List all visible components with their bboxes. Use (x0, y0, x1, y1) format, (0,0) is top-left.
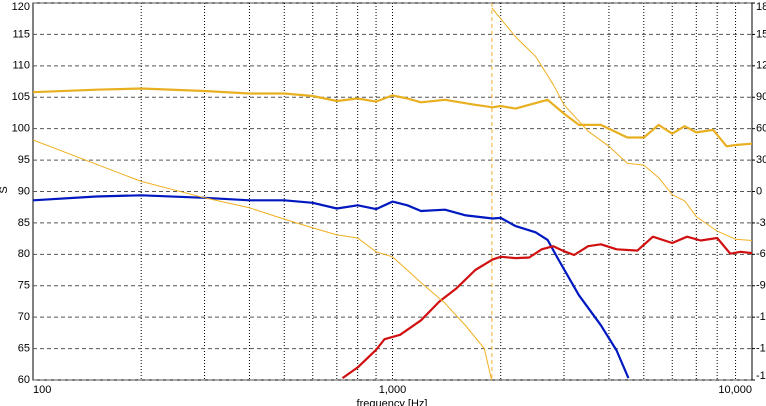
y-tick-label: 105 (12, 91, 30, 103)
y2-tick-label: 180 (756, 1, 766, 13)
y-tick-label: 75 (18, 280, 30, 292)
y2-tick-labels: -180 -150 -120 -90 -60 -30 0 30 60 90 120 150 180 (756, 1, 766, 382)
y2-tick-label: 150 (756, 28, 766, 40)
y-tick-label: 60 (18, 374, 30, 386)
y-tick-label: 120 (12, 1, 30, 13)
y-tick-label: 95 (18, 154, 30, 166)
y2-tick-label: -90 (756, 280, 766, 292)
series-line (491, 7, 752, 241)
y2-tick-label: -120 (756, 311, 766, 323)
y-tick-label: 85 (18, 217, 30, 229)
series-line (33, 139, 493, 380)
x-tick-label: 100 (33, 384, 51, 396)
x-tick-label: 1,000 (379, 384, 407, 396)
y-tick-label: 110 (12, 60, 30, 72)
y-tick-label: 90 (18, 185, 30, 197)
y2-tick-label: -150 (756, 342, 766, 354)
series-line (341, 235, 752, 379)
y-tick-label: 115 (12, 28, 30, 40)
x-tick-label: 10,000 (718, 384, 752, 396)
y2-tick-label: 0 (756, 185, 762, 197)
y2-tick-label: -30 (756, 217, 766, 229)
y-tick-label: 100 (12, 123, 30, 135)
y2-tick-label: 90 (756, 91, 766, 103)
y-tick-label: 65 (18, 342, 30, 354)
series-line (33, 194, 630, 379)
y2-tick-label: 30 (756, 154, 766, 166)
series-line (33, 87, 752, 148)
y-tick-label: 80 (18, 248, 30, 260)
y-axis-label: dBSPL (0, 173, 10, 207)
y-tick-label: 70 (18, 311, 30, 323)
y2-tick-label: 120 (756, 60, 766, 72)
y2-tick-label: 60 (756, 123, 766, 135)
y2-tick-label: -60 (756, 248, 766, 260)
y2-tick-label: -180 (756, 370, 766, 382)
x-axis-label: frequency [Hz] (357, 398, 428, 406)
